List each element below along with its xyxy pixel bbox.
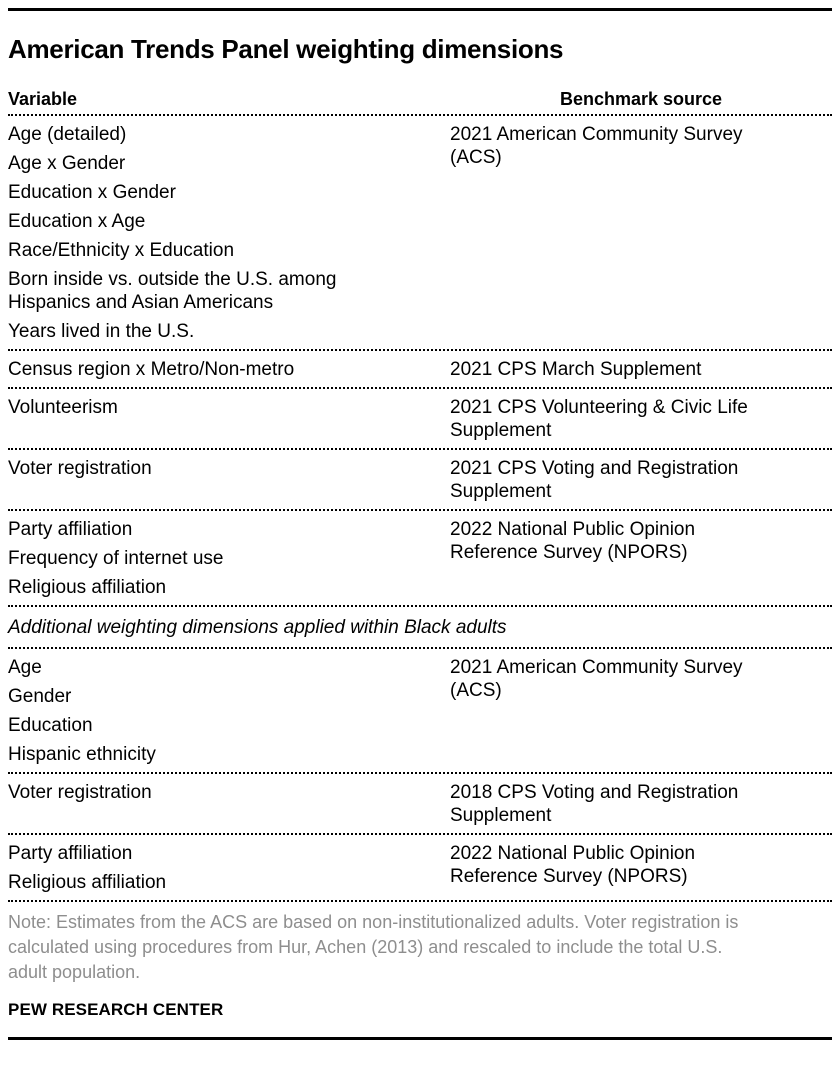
- variable-item: Religious affiliation: [8, 577, 167, 598]
- variable-item: Education x Gender: [8, 182, 176, 203]
- variable-item: Party affiliation: [8, 519, 133, 540]
- table-row: Volunteerism 2021 CPS Volunteering & Civi…: [8, 389, 832, 450]
- variable-item: Gender: [8, 686, 72, 707]
- variable-item: Voter registration: [8, 782, 152, 803]
- variable-item: Voter registration: [8, 458, 152, 479]
- table-row: Age Gender Education Hispanic ethnicity 2021…: [8, 649, 832, 774]
- benchmark-cell: 2021 CPS Volunteering & Civic Life Suppl…: [450, 397, 748, 441]
- variable-item: Years lived in the U.S.: [8, 321, 195, 342]
- table-row: Voter registration 2018 CPS Voting and Re…: [8, 774, 832, 835]
- variable-cell: Party affiliation Religious affiliation: [8, 842, 450, 894]
- figure-container: American Trends Panel weighting dimensio…: [0, 8, 840, 1040]
- benchmark-cell: 2022 National Public Opinion Reference S…: [450, 843, 696, 887]
- table-header-row: Variable Benchmark source: [8, 89, 832, 116]
- variable-cell: Volunteerism: [8, 396, 450, 442]
- variable-cell: Age (detailed) Age x Gender Education x Ge…: [8, 123, 450, 343]
- table-row: Census region x Metro/Non-metro 2021 CPS …: [8, 351, 832, 389]
- section-label: Additional weighting dimensions applied …: [8, 607, 832, 649]
- column-header-benchmark-source: Benchmark source: [559, 89, 723, 109]
- table-row: Voter registration 2021 CPS Voting and Re…: [8, 450, 832, 511]
- variable-item: Religious affiliation: [8, 872, 167, 893]
- variable-item: Age (detailed): [8, 124, 127, 145]
- page-title: American Trends Panel weighting dimensio…: [8, 34, 564, 64]
- table-row: Party affiliation Frequency of internet u…: [8, 511, 832, 607]
- variable-item: Education: [8, 715, 93, 736]
- weighting-table: Variable Benchmark source Age (detailed)…: [8, 89, 832, 902]
- table-row: Party affiliation Religious affiliation 20…: [8, 835, 832, 902]
- source-label: PEW RESEARCH CENTER: [8, 1000, 224, 1019]
- table-row: Age (detailed) Age x Gender Education x Ge…: [8, 116, 832, 351]
- benchmark-cell: 2021 CPS March Supplement: [450, 359, 702, 380]
- table-body: Age (detailed) Age x Gender Education x Ge…: [8, 116, 832, 902]
- variable-cell: Census region x Metro/Non-metro: [8, 358, 450, 381]
- variable-item: Age: [8, 657, 42, 678]
- column-header-variable: Variable: [8, 89, 78, 109]
- variable-item: Census region x Metro/Non-metro: [8, 359, 295, 380]
- variable-item: Age x Gender: [8, 153, 126, 174]
- variable-item: Hispanic ethnicity: [8, 744, 156, 765]
- benchmark-cell: 2021 American Community Survey (ACS): [450, 657, 743, 701]
- benchmark-cell: 2022 National Public Opinion Reference S…: [450, 519, 696, 563]
- variable-item: Party affiliation: [8, 843, 133, 864]
- top-rule: [8, 8, 832, 11]
- variable-item: Frequency of internet use: [8, 548, 224, 569]
- benchmark-cell: 2021 American Community Survey (ACS): [450, 124, 743, 168]
- variable-item: Education x Age: [8, 211, 146, 232]
- benchmark-cell: 2018 CPS Voting and Registration Supplem…: [450, 782, 739, 826]
- variable-cell: Voter registration: [8, 781, 450, 827]
- benchmark-cell: 2021 CPS Voting and Registration Supplem…: [450, 458, 739, 502]
- variable-cell: Age Gender Education Hispanic ethnicity: [8, 656, 450, 766]
- bottom-rule: [8, 1037, 832, 1040]
- footnote: Note: Estimates from the ACS are based o…: [8, 912, 739, 982]
- variable-cell: Voter registration: [8, 457, 450, 503]
- variable-item: Race/Ethnicity x Education: [8, 240, 235, 261]
- variable-item: Volunteerism: [8, 397, 118, 418]
- variable-cell: Party affiliation Frequency of internet u…: [8, 518, 450, 599]
- variable-item: Born inside vs. outside the U.S. among H…: [8, 269, 337, 313]
